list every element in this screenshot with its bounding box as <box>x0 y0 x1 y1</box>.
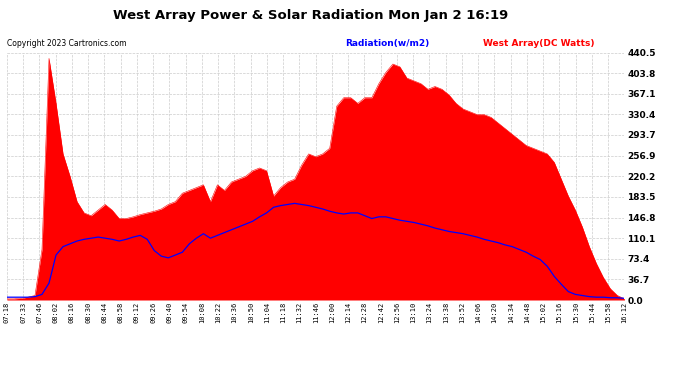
Text: West Array Power & Solar Radiation Mon Jan 2 16:19: West Array Power & Solar Radiation Mon J… <box>113 9 508 22</box>
Text: Copyright 2023 Cartronics.com: Copyright 2023 Cartronics.com <box>7 39 126 48</box>
Text: West Array(DC Watts): West Array(DC Watts) <box>483 39 595 48</box>
Text: Radiation(w/m2): Radiation(w/m2) <box>345 39 429 48</box>
